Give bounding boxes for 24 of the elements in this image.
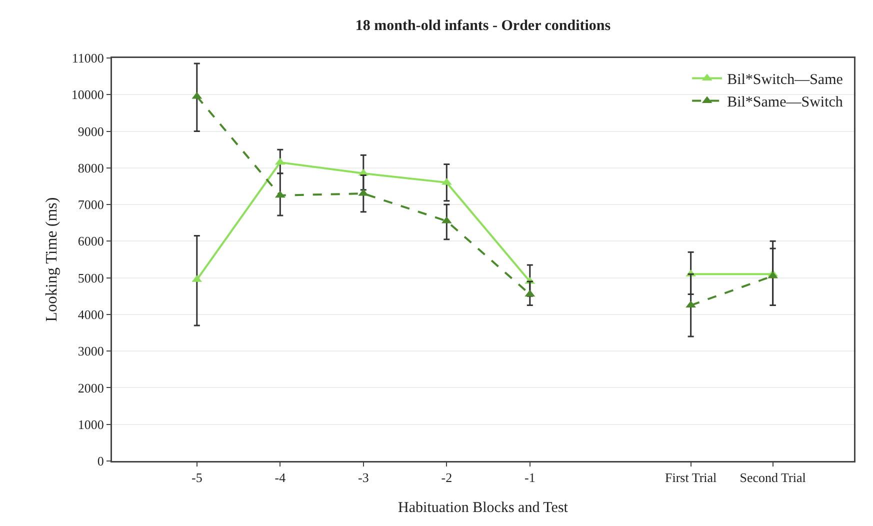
y-tick-label: 4000 (78, 307, 104, 322)
y-tick-label: 8000 (78, 160, 104, 176)
y-tick-label: 7000 (78, 197, 104, 212)
y-tick-label: 0 (97, 454, 104, 469)
x-tick-label: Second Trial (740, 470, 806, 486)
x-tick-label: First Trial (664, 470, 718, 486)
y-tick-label: 2000 (78, 380, 104, 396)
x-tick-label: -2 (441, 470, 452, 486)
chart-title: 18 month-old infants - Order conditions (354, 18, 612, 35)
legend-label: Bil*Switch—Same (727, 72, 844, 88)
x-tick-label: -1 (524, 470, 536, 486)
x-tick-label: -5 (191, 470, 202, 486)
y-tick-label: 10000 (71, 87, 104, 102)
y-tick-label: 3000 (78, 344, 104, 359)
y-tick-label: 6000 (78, 234, 104, 249)
y-axis-title: Looking Time (ms) (44, 197, 61, 322)
x-tick-label: -3 (358, 470, 369, 486)
legend-label: Bil*Same—Switch (727, 94, 844, 111)
y-tick-label: 1000 (78, 416, 104, 432)
y-tick-label: 5000 (78, 270, 104, 286)
y-tick-label: 9000 (78, 124, 104, 139)
y-tick-label: 11000 (72, 50, 104, 66)
x-axis-title: Habituation Blocks and Test (397, 500, 569, 517)
x-tick-label: -4 (274, 470, 286, 486)
